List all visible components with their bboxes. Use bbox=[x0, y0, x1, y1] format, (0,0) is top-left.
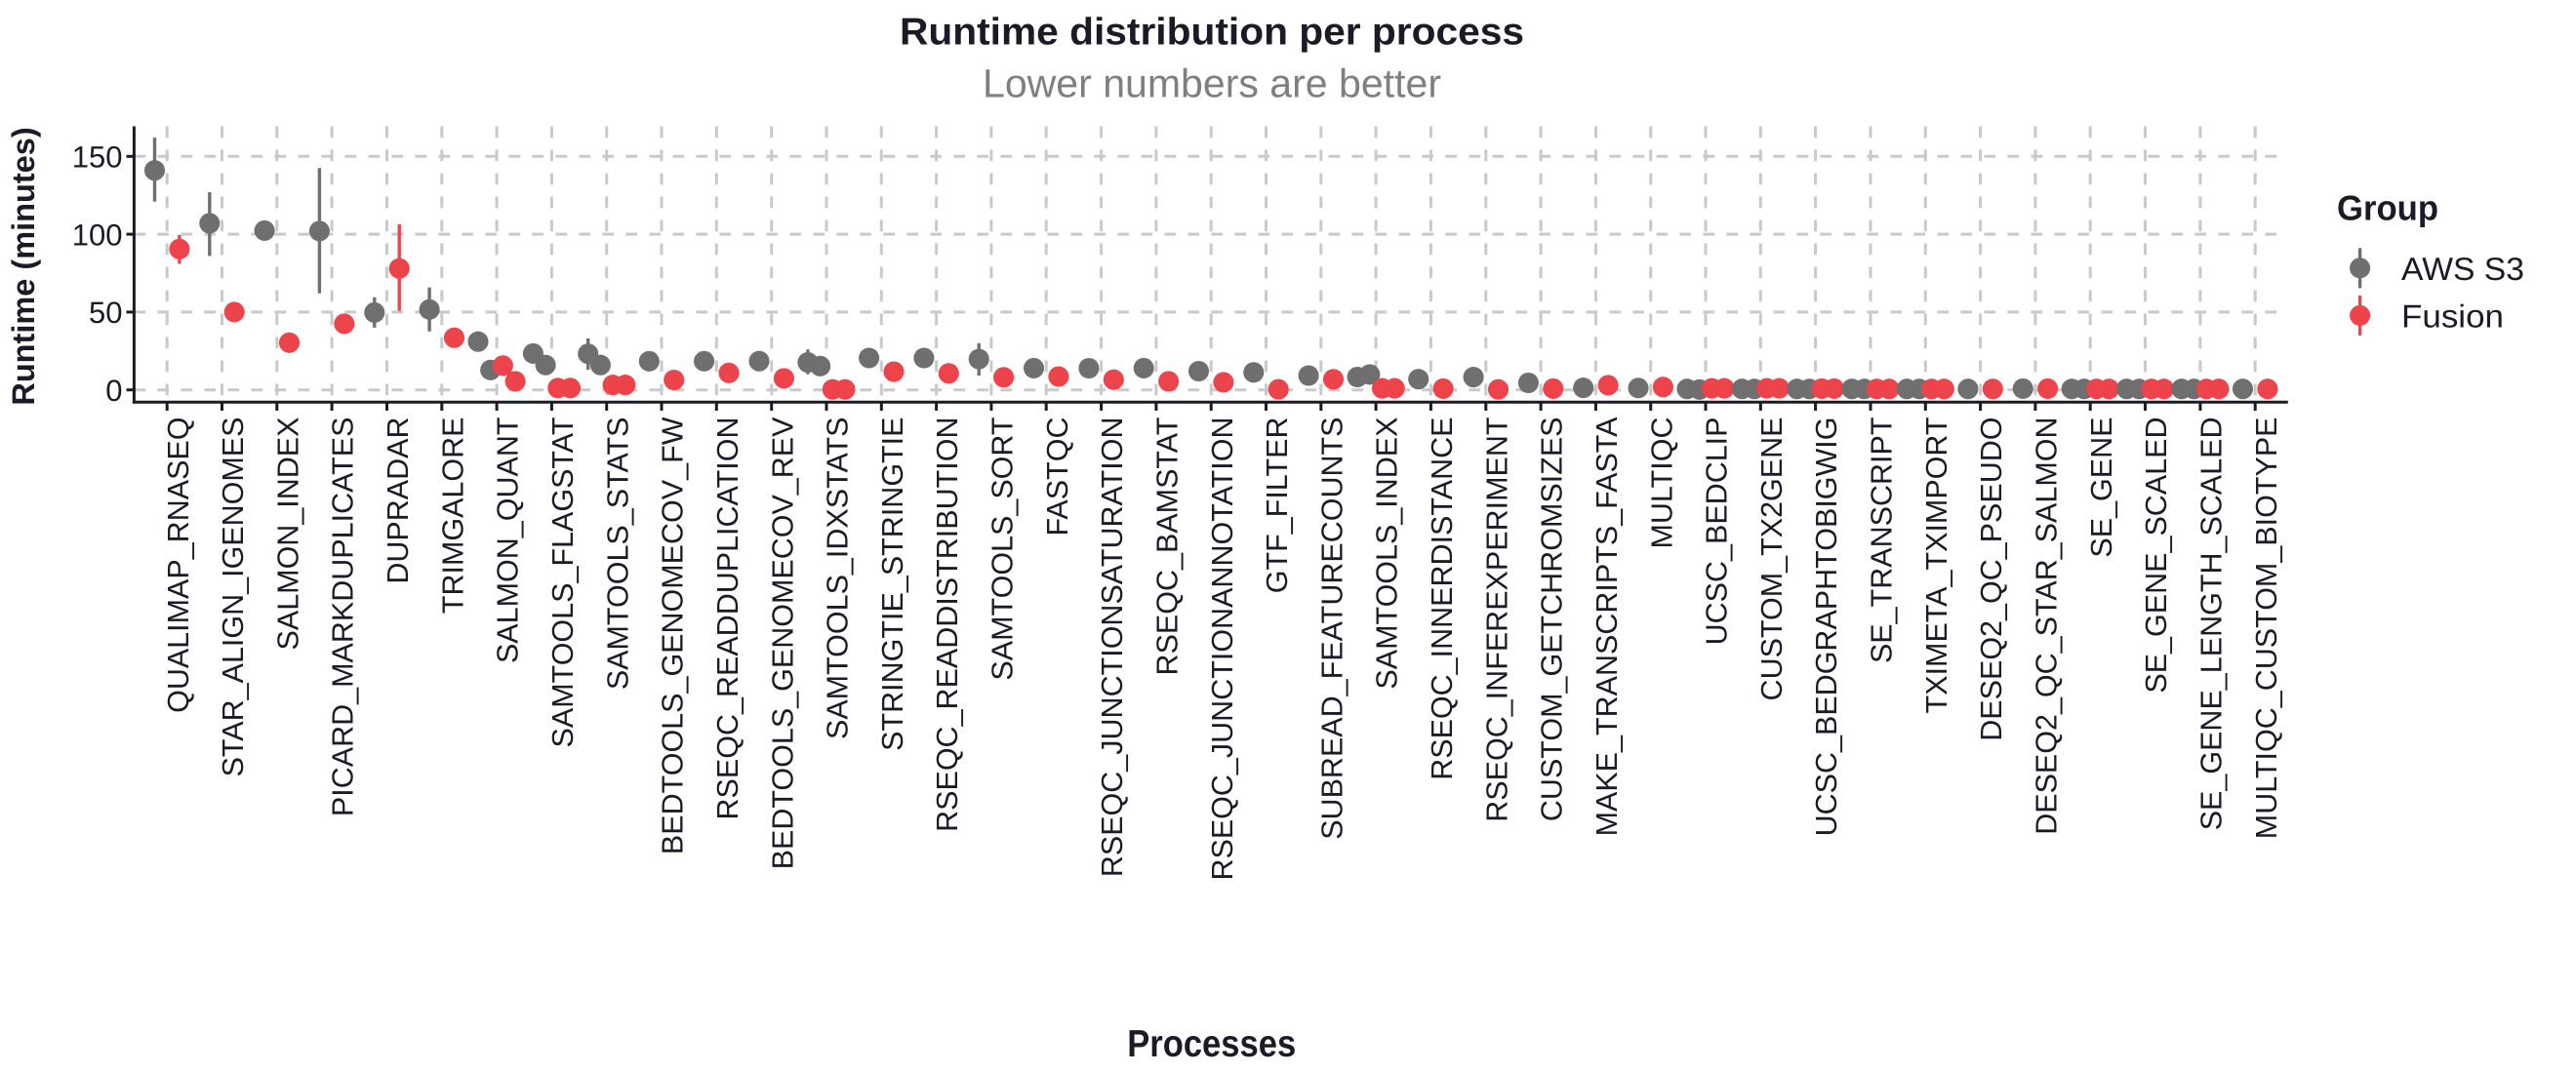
svg-text:50: 50 bbox=[89, 296, 122, 330]
svg-text:Runtime (minutes): Runtime (minutes) bbox=[6, 127, 41, 405]
svg-text:MAKE_TRANSCRIPTS_FASTA: MAKE_TRANSCRIPTS_FASTA bbox=[1590, 417, 1624, 837]
svg-text:RSEQC_INNERDISTANCE: RSEQC_INNERDISTANCE bbox=[1426, 417, 1459, 780]
svg-text:RSEQC_JUNCTIONSATURATION: RSEQC_JUNCTIONSATURATION bbox=[1096, 417, 1129, 878]
svg-text:RSEQC_JUNCTIONANNOTATION: RSEQC_JUNCTIONANNOTATION bbox=[1206, 417, 1239, 881]
svg-text:DUPRADAR: DUPRADAR bbox=[382, 417, 415, 584]
svg-text:Lower numbers are better: Lower numbers are better bbox=[983, 61, 1441, 106]
svg-text:FASTQC: FASTQC bbox=[1041, 417, 1074, 536]
svg-text:SALMON_QUANT: SALMON_QUANT bbox=[492, 417, 525, 664]
svg-text:Runtime distribution per proce: Runtime distribution per process bbox=[900, 12, 1524, 54]
svg-text:SUBREAD_FEATURECOUNTS: SUBREAD_FEATURECOUNTS bbox=[1315, 417, 1348, 840]
svg-text:CUSTOM_GETCHROMSIZES: CUSTOM_GETCHROMSIZES bbox=[1536, 417, 1569, 822]
svg-text:CUSTOM_TX2GENE: CUSTOM_TX2GENE bbox=[1755, 417, 1789, 701]
svg-text:STRINGTIE_STRINGTIE: STRINGTIE_STRINGTIE bbox=[876, 417, 909, 751]
svg-text:RSEQC_INFEREXPERIMENT: RSEQC_INFEREXPERIMENT bbox=[1480, 417, 1513, 822]
svg-text:MULTIQC: MULTIQC bbox=[1645, 417, 1678, 549]
svg-text:SE_TRANSCRIPT: SE_TRANSCRIPT bbox=[1866, 417, 1899, 664]
svg-text:DESEQ2_QC_STAR_SALMON: DESEQ2_QC_STAR_SALMON bbox=[2031, 417, 2064, 835]
svg-text:SE_GENE_SCALED: SE_GENE_SCALED bbox=[2140, 417, 2173, 694]
svg-text:RSEQC_BAMSTAT: RSEQC_BAMSTAT bbox=[1151, 417, 1185, 676]
svg-text:0: 0 bbox=[105, 374, 122, 408]
svg-text:Group: Group bbox=[2337, 188, 2438, 228]
svg-text:Fusion: Fusion bbox=[2401, 298, 2504, 335]
svg-text:TRIMGALORE: TRIMGALORE bbox=[436, 417, 469, 615]
svg-text:150: 150 bbox=[72, 140, 123, 175]
svg-text:SAMTOOLS_INDEX: SAMTOOLS_INDEX bbox=[1371, 417, 1404, 690]
svg-text:MULTIQC_CUSTOM_BIOTYPE: MULTIQC_CUSTOM_BIOTYPE bbox=[2250, 417, 2283, 840]
svg-text:TXIMETA_TXIMPORT: TXIMETA_TXIMPORT bbox=[1920, 417, 1953, 714]
svg-text:SAMTOOLS_SORT: SAMTOOLS_SORT bbox=[986, 417, 1020, 681]
svg-text:STAR_ALIGN_IGENOMES: STAR_ALIGN_IGENOMES bbox=[217, 417, 250, 777]
svg-text:SAMTOOLS_FLAGSTAT: SAMTOOLS_FLAGSTAT bbox=[546, 417, 580, 748]
svg-text:SE_GENE_LENGTH_SCALED: SE_GENE_LENGTH_SCALED bbox=[2195, 417, 2229, 831]
svg-text:UCSC_BEDCLIP: UCSC_BEDCLIP bbox=[1701, 417, 1734, 646]
svg-text:BEDTOOLS_GENOMECOV_REV: BEDTOOLS_GENOMECOV_REV bbox=[766, 417, 799, 870]
svg-text:RSEQC_READDUPLICATION: RSEQC_READDUPLICATION bbox=[711, 417, 745, 820]
svg-text:AWS S3: AWS S3 bbox=[2401, 251, 2524, 287]
svg-text:BEDTOOLS_GENOMECOV_FW: BEDTOOLS_GENOMECOV_FW bbox=[657, 417, 690, 854]
svg-text:100: 100 bbox=[72, 218, 123, 252]
svg-text:SAMTOOLS_IDXSTATS: SAMTOOLS_IDXSTATS bbox=[822, 417, 855, 740]
svg-text:UCSC_BEDGRAPHTOBIGWIG: UCSC_BEDGRAPHTOBIGWIG bbox=[1810, 417, 1843, 837]
svg-text:SAMTOOLS_STATS: SAMTOOLS_STATS bbox=[601, 417, 634, 691]
svg-text:Processes: Processes bbox=[1127, 1023, 1296, 1065]
svg-text:SE_GENE: SE_GENE bbox=[2085, 417, 2118, 558]
svg-text:QUALIMAP_RNASEQ: QUALIMAP_RNASEQ bbox=[162, 417, 195, 713]
svg-text:DESEQ2_QC_PSEUDO: DESEQ2_QC_PSEUDO bbox=[1975, 417, 2008, 741]
svg-text:PICARD_MARKDUPLICATES: PICARD_MARKDUPLICATES bbox=[327, 417, 360, 817]
svg-text:SALMON_INDEX: SALMON_INDEX bbox=[271, 417, 304, 651]
svg-text:GTF_FILTER: GTF_FILTER bbox=[1261, 417, 1294, 594]
svg-text:RSEQC_READDISTRIBUTION: RSEQC_READDISTRIBUTION bbox=[931, 417, 964, 832]
